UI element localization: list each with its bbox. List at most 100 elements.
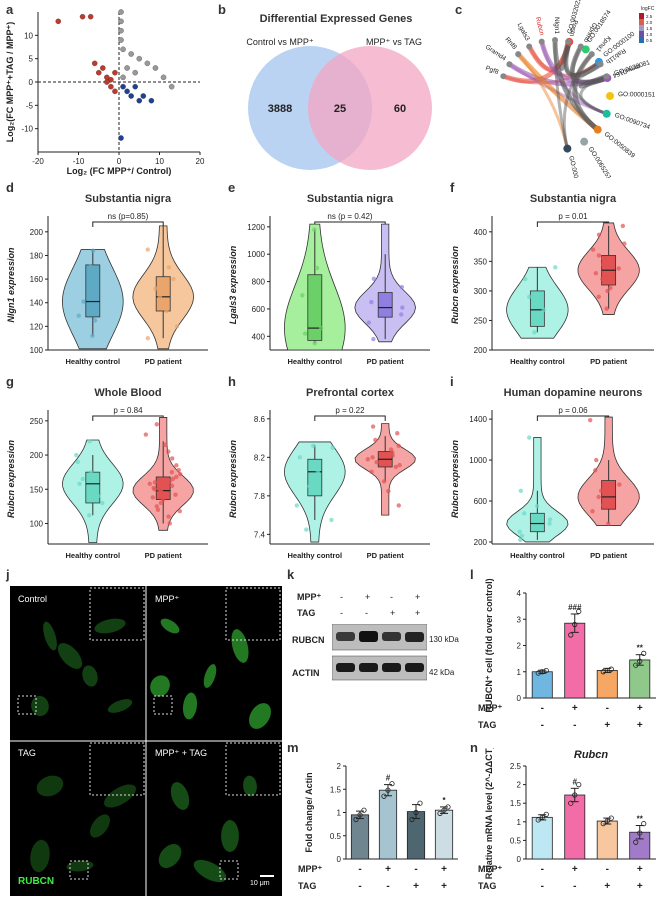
data-point xyxy=(304,527,309,532)
data-point xyxy=(572,621,578,628)
venn-right-label: MPP⁺ vs TAG xyxy=(366,37,422,47)
box xyxy=(85,471,101,504)
data-point xyxy=(399,312,404,317)
cell-signal xyxy=(43,621,57,651)
zoom-inset-box xyxy=(225,587,281,641)
scatter-point xyxy=(120,83,126,90)
panel-letter-n: n xyxy=(470,740,478,755)
wb-row-tag: TAG xyxy=(297,608,316,618)
data-point xyxy=(633,839,639,845)
data-point xyxy=(437,810,443,817)
cell-signal xyxy=(90,814,110,838)
bar-chart-rubcn-cells: 0 1 2 3 4 RUBCN⁺ cell (fold over control) - - ##… xyxy=(478,578,656,731)
x-sign: - xyxy=(606,864,609,875)
x-group-label: PD patient xyxy=(145,551,183,560)
data-point xyxy=(371,276,377,282)
data-point xyxy=(396,443,401,448)
data-point xyxy=(568,632,574,638)
violin-chart-lgals3: Substantia nigra 400 600 800 1000 1200 Lgals3 … xyxy=(228,193,430,366)
x-sign: - xyxy=(573,720,576,731)
scale-bar-label: 10 μm xyxy=(250,880,270,887)
data-point xyxy=(522,511,527,516)
scatter-point xyxy=(118,37,124,43)
cell-signal xyxy=(94,618,126,634)
data-point xyxy=(174,324,180,329)
wb-band-rubcn: RUBCN xyxy=(292,635,325,645)
data-point xyxy=(88,469,94,475)
legend-tick: 0.5 xyxy=(646,38,653,43)
y-tick-label: 1 xyxy=(517,668,522,677)
data-point xyxy=(527,435,532,440)
data-point xyxy=(155,507,161,512)
bar xyxy=(434,809,454,860)
data-point xyxy=(527,294,532,300)
data-point xyxy=(311,443,316,448)
x-row-label: MPP⁺ xyxy=(478,864,503,874)
x-group-label: PD patient xyxy=(367,357,405,366)
zoom-source-box xyxy=(219,860,239,880)
y-tick-label: 150 xyxy=(30,485,44,494)
y-tick-label: 1000 xyxy=(469,456,487,465)
cell-signal xyxy=(57,643,83,669)
x-sign: - xyxy=(386,881,389,892)
chord-go-arc xyxy=(580,137,589,146)
data-point xyxy=(162,442,168,447)
x-row-label: TAG xyxy=(298,881,316,891)
panel-letter-l: l xyxy=(470,567,474,582)
y-tick-label: 600 xyxy=(252,305,266,314)
cell-signal xyxy=(104,784,136,808)
data-point xyxy=(297,455,303,460)
box xyxy=(155,276,171,312)
legend-swatch xyxy=(639,37,644,43)
chart-title: Substantia nigra xyxy=(85,193,172,205)
data-point xyxy=(588,417,593,423)
zoom-source-box xyxy=(17,695,37,715)
panel-letter-h: h xyxy=(228,374,236,389)
chord-link xyxy=(576,60,602,81)
data-point xyxy=(386,488,391,494)
chord-link xyxy=(553,39,569,149)
chord-gene-arc xyxy=(515,51,522,58)
data-point xyxy=(600,256,606,261)
data-point xyxy=(539,814,545,820)
wb-size-42: 42 kDa xyxy=(429,668,455,677)
data-point xyxy=(177,508,183,514)
scatter-point xyxy=(79,13,86,20)
panel-letter-a: a xyxy=(6,2,14,17)
panel-letter-j: j xyxy=(6,567,10,582)
data-point xyxy=(96,493,101,499)
data-point xyxy=(594,457,599,463)
chord-diagram: GO:0032022 GO:0018574GO:0000100GO:0038081… xyxy=(484,0,656,178)
wb-sign: - xyxy=(390,592,393,602)
legend-tick: 1.5 xyxy=(646,26,653,31)
scatter-point xyxy=(120,74,126,81)
y-tick-label: 7.8 xyxy=(254,492,266,501)
data-point xyxy=(604,306,609,311)
scatter-point xyxy=(118,18,124,25)
chord-gene-arc xyxy=(577,43,584,50)
data-point xyxy=(622,241,627,246)
significance-mark: ** xyxy=(637,644,644,653)
data-point xyxy=(315,469,321,474)
data-point xyxy=(169,483,175,489)
chord-link xyxy=(579,74,608,116)
chord-link xyxy=(517,53,569,149)
y-axis-title: RUBCN⁺ cell (fold over control) xyxy=(484,578,494,712)
y-tick-label: 800 xyxy=(252,278,266,287)
data-point xyxy=(167,478,173,484)
significance-mark: ### xyxy=(568,603,582,612)
data-point xyxy=(608,815,614,821)
sig-bracket xyxy=(314,415,386,421)
x-sign: + xyxy=(572,864,578,875)
box xyxy=(601,480,617,510)
cell-signal xyxy=(150,675,170,697)
data-point xyxy=(88,263,93,269)
significance-mark: # xyxy=(573,777,578,786)
y-tick-label: 2 xyxy=(517,642,522,651)
y-tick-label: 140 xyxy=(30,299,44,308)
cell-signal xyxy=(231,629,249,663)
y-tick-label: 7.4 xyxy=(254,530,266,539)
cell-signal xyxy=(66,860,94,872)
data-point xyxy=(167,521,173,526)
